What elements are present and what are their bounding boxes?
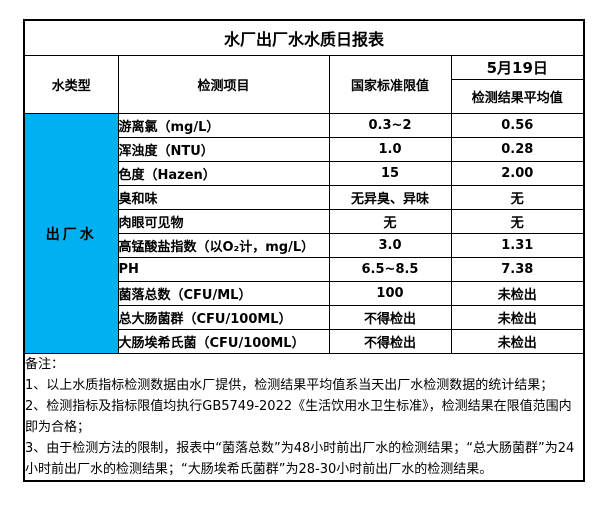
- table-row: 臭和味 无异臭、异味 无: [24, 185, 585, 210]
- notes-box: 备注： 1、以上水质指标检测数据由水厂提供，检测结果平均值系当天出厂水检测数据的…: [23, 353, 585, 482]
- limit-cell: 1.0: [328, 137, 452, 162]
- header-result-avg: 检测结果平均值: [450, 79, 585, 114]
- note-line: 1、以上水质指标检测数据由水厂提供，检测结果平均值系当天出厂水检测数据的统计结果…: [25, 378, 554, 393]
- result-cell: 0.28: [450, 137, 585, 162]
- header-national-limit: 国家标准限值: [328, 55, 452, 114]
- item-cell: 色度（Hazen）: [117, 161, 330, 186]
- item-cell: 总大肠菌群（CFU/100ML）: [117, 305, 330, 330]
- water-quality-table: 水厂出厂水水质日报表 水类型 检测项目 国家标准限值 5月19日 检测结果平均值…: [23, 19, 586, 482]
- item-cell: 大肠埃希氏菌（CFU/100ML）: [117, 329, 330, 354]
- note-line: 3、由于检测方法的限制，报表中“菌落总数”为48小时前出厂水的检测结果；“总大肠…: [25, 441, 575, 477]
- water-type-cell: 出厂水: [23, 113, 119, 354]
- table-row: 总大肠菌群（CFU/100ML） 不得检出 未检出: [24, 305, 585, 330]
- table-row: 大肠埃希氏菌（CFU/100ML） 不得检出 未检出: [24, 329, 585, 354]
- result-cell: 无: [450, 185, 585, 210]
- table-row: 出厂水 游离氯（mg/L） 0.3~2 0.56: [23, 113, 585, 354]
- table-row: PH 6.5~8.5 7.38: [24, 257, 585, 282]
- header-water-type: 水类型: [23, 55, 119, 114]
- limit-cell: 无异臭、异味: [328, 185, 452, 210]
- item-cell: 菌落总数（CFU/ML）: [117, 281, 330, 306]
- limit-cell: 3.0: [328, 233, 452, 258]
- limit-cell: 15: [328, 161, 452, 186]
- notes-row: 备注： 1、以上水质指标检测数据由水厂提供，检测结果平均值系当天出厂水检测数据的…: [23, 353, 585, 482]
- result-cell: 7.38: [450, 257, 585, 282]
- result-cell: 2.00: [450, 161, 585, 186]
- item-cell: 游离氯（mg/L）: [117, 113, 330, 138]
- item-cell: 肉眼可见物: [117, 209, 330, 234]
- result-cell: 无: [450, 209, 585, 234]
- limit-cell: 不得检出: [328, 305, 452, 330]
- header-test-item: 检测项目: [117, 55, 330, 114]
- header-row-1: 水类型 检测项目 国家标准限值 5月19日: [23, 55, 585, 114]
- item-cell: PH: [117, 257, 330, 282]
- notes-label: 备注：: [25, 357, 65, 372]
- item-cell: 高锰酸盐指数（以O₂计，mg/L）: [117, 233, 330, 258]
- limit-cell: 无: [328, 209, 452, 234]
- result-cell: 未检出: [450, 281, 585, 306]
- title-row: 水厂出厂水水质日报表: [23, 19, 585, 56]
- limit-cell: 不得检出: [328, 329, 452, 354]
- result-cell: 0.56: [450, 113, 585, 138]
- note-line: 2、检测指标及指标限值均执行GB5749-2022《生活饮用水卫生标准》，检测结…: [25, 399, 572, 435]
- table-row: 菌落总数（CFU/ML） 100 未检出: [24, 281, 585, 306]
- limit-cell: 6.5~8.5: [328, 257, 452, 282]
- table-row: 肉眼可见物 无 无: [24, 209, 585, 234]
- table-row: 色度（Hazen） 15 2.00: [24, 161, 585, 186]
- table-row: 浑浊度（NTU） 1.0 0.28: [24, 137, 585, 162]
- item-cell: 浑浊度（NTU）: [117, 137, 330, 162]
- result-cell: 未检出: [450, 329, 585, 354]
- limit-cell: 0.3~2: [328, 113, 452, 138]
- header-row-2: 检测结果平均值: [24, 79, 585, 114]
- result-cell: 1.31: [450, 233, 585, 258]
- page-title: 水厂出厂水水质日报表: [23, 19, 585, 56]
- table-row: 高锰酸盐指数（以O₂计，mg/L） 3.0 1.31: [24, 233, 585, 258]
- result-cell: 未检出: [450, 305, 585, 330]
- limit-cell: 100: [328, 281, 452, 306]
- item-cell: 臭和味: [117, 185, 330, 210]
- header-date: 5月19日: [450, 55, 585, 80]
